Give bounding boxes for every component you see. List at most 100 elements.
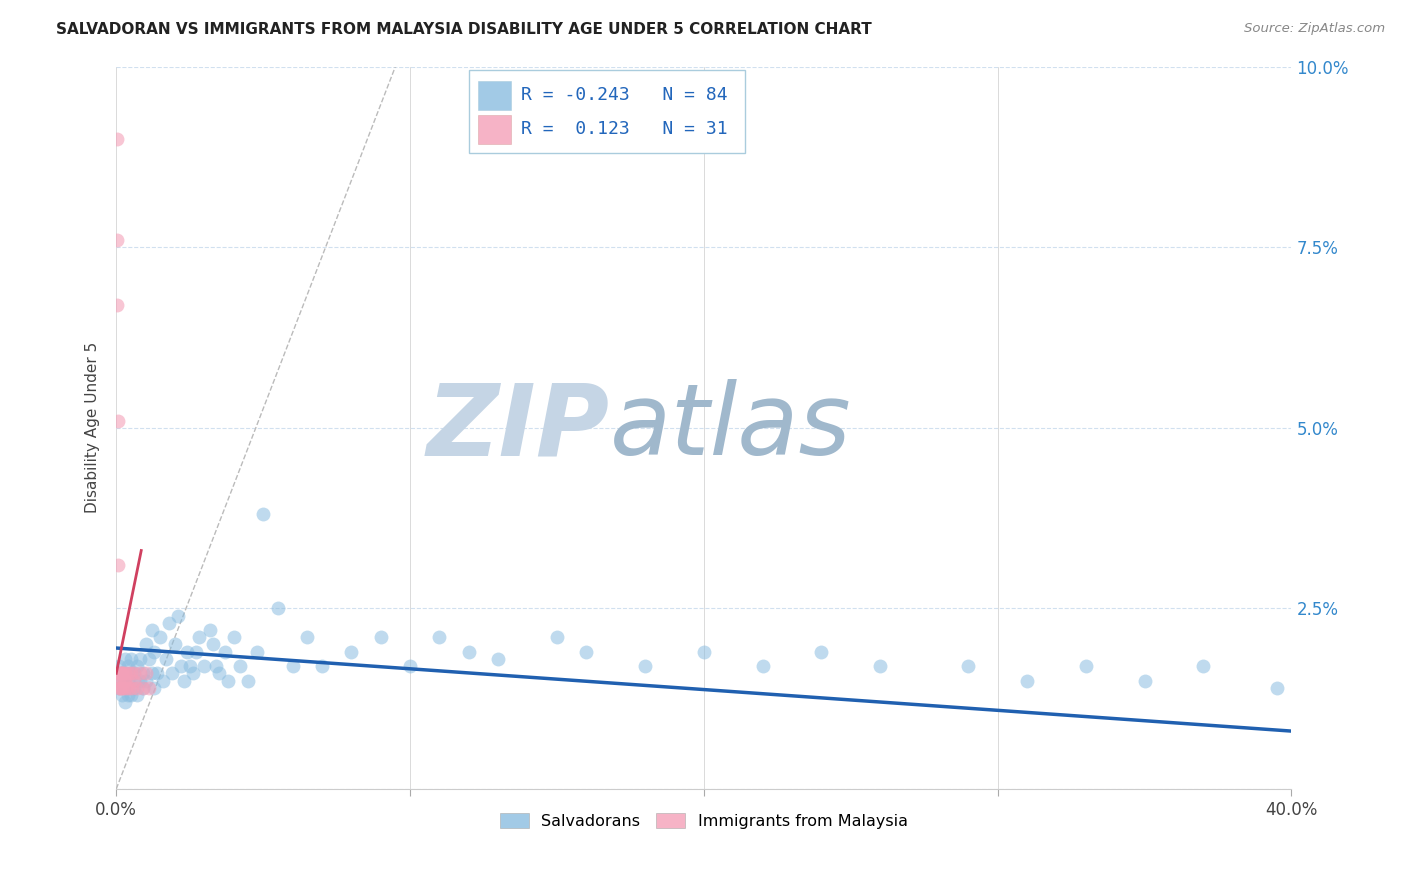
Point xyxy=(1192,659,1215,673)
Point xyxy=(107,666,129,681)
Point xyxy=(132,681,155,695)
Point xyxy=(693,645,716,659)
Point xyxy=(141,623,163,637)
Point xyxy=(122,673,145,688)
Point xyxy=(112,673,135,688)
Text: atlas: atlas xyxy=(610,379,852,476)
Point xyxy=(117,681,139,695)
Point xyxy=(105,132,128,146)
Point xyxy=(179,659,201,673)
Point xyxy=(173,673,195,688)
Point xyxy=(457,645,479,659)
Point xyxy=(370,630,392,644)
Point xyxy=(193,659,215,673)
Point xyxy=(170,659,193,673)
Point xyxy=(114,652,136,666)
Point xyxy=(111,666,134,681)
Point xyxy=(160,666,183,681)
Point xyxy=(117,659,139,673)
Point xyxy=(111,681,134,695)
Point xyxy=(114,681,136,695)
Point xyxy=(114,695,136,709)
Point xyxy=(149,630,172,644)
Point xyxy=(214,645,236,659)
Point xyxy=(108,673,131,688)
Point xyxy=(1133,673,1156,688)
Point xyxy=(267,601,290,615)
Point xyxy=(246,645,269,659)
Point xyxy=(117,681,139,695)
Point xyxy=(157,615,180,630)
Y-axis label: Disability Age Under 5: Disability Age Under 5 xyxy=(86,343,100,514)
Point xyxy=(429,630,451,644)
Point xyxy=(132,681,155,695)
Point xyxy=(146,666,169,681)
Point xyxy=(110,673,132,688)
Point xyxy=(117,673,139,688)
Point xyxy=(111,688,134,702)
Point xyxy=(311,659,333,673)
Point xyxy=(107,298,129,312)
Point xyxy=(751,659,773,673)
Point xyxy=(187,630,209,644)
Point xyxy=(152,673,174,688)
Point xyxy=(110,666,132,681)
Point xyxy=(200,623,222,637)
Point xyxy=(634,659,657,673)
Point xyxy=(107,558,129,572)
FancyBboxPatch shape xyxy=(478,115,512,144)
Point xyxy=(1074,659,1097,673)
Point xyxy=(281,659,304,673)
Point xyxy=(141,666,163,681)
Point xyxy=(143,645,166,659)
Point xyxy=(869,659,891,673)
Point xyxy=(132,666,155,681)
Point xyxy=(114,666,136,681)
Point xyxy=(121,681,143,695)
Point xyxy=(108,666,131,681)
Point xyxy=(399,659,422,673)
Point xyxy=(486,652,509,666)
Point xyxy=(128,652,150,666)
Point xyxy=(228,659,250,673)
Point xyxy=(117,688,139,702)
Point xyxy=(238,673,260,688)
Point xyxy=(252,508,274,522)
Point xyxy=(107,413,129,427)
Point xyxy=(120,688,142,702)
Point xyxy=(125,659,148,673)
Point xyxy=(114,673,136,688)
Text: R =  0.123   N = 31: R = 0.123 N = 31 xyxy=(520,120,727,137)
Point xyxy=(181,666,204,681)
Point xyxy=(176,645,198,659)
Point xyxy=(128,666,150,681)
Point xyxy=(107,666,129,681)
Point xyxy=(957,659,980,673)
Point xyxy=(1265,681,1288,695)
Point xyxy=(135,673,157,688)
Point xyxy=(297,630,319,644)
Point xyxy=(122,666,145,681)
Point xyxy=(114,666,136,681)
Point xyxy=(111,666,134,681)
Point xyxy=(125,681,148,695)
Point xyxy=(202,637,225,651)
Point xyxy=(114,681,136,695)
Text: ZIP: ZIP xyxy=(427,379,610,476)
FancyBboxPatch shape xyxy=(468,70,745,153)
Point xyxy=(340,645,363,659)
Point xyxy=(128,673,150,688)
Point xyxy=(217,673,239,688)
Point xyxy=(111,666,134,681)
Text: SALVADORAN VS IMMIGRANTS FROM MALAYSIA DISABILITY AGE UNDER 5 CORRELATION CHART: SALVADORAN VS IMMIGRANTS FROM MALAYSIA D… xyxy=(56,22,872,37)
Point xyxy=(120,652,142,666)
Point xyxy=(155,652,177,666)
Point xyxy=(108,659,131,673)
Point xyxy=(108,681,131,695)
Point xyxy=(208,666,231,681)
Text: R = -0.243   N = 84: R = -0.243 N = 84 xyxy=(520,86,727,103)
Point xyxy=(120,666,142,681)
Point xyxy=(135,666,157,681)
Point xyxy=(108,681,131,695)
Point xyxy=(125,688,148,702)
